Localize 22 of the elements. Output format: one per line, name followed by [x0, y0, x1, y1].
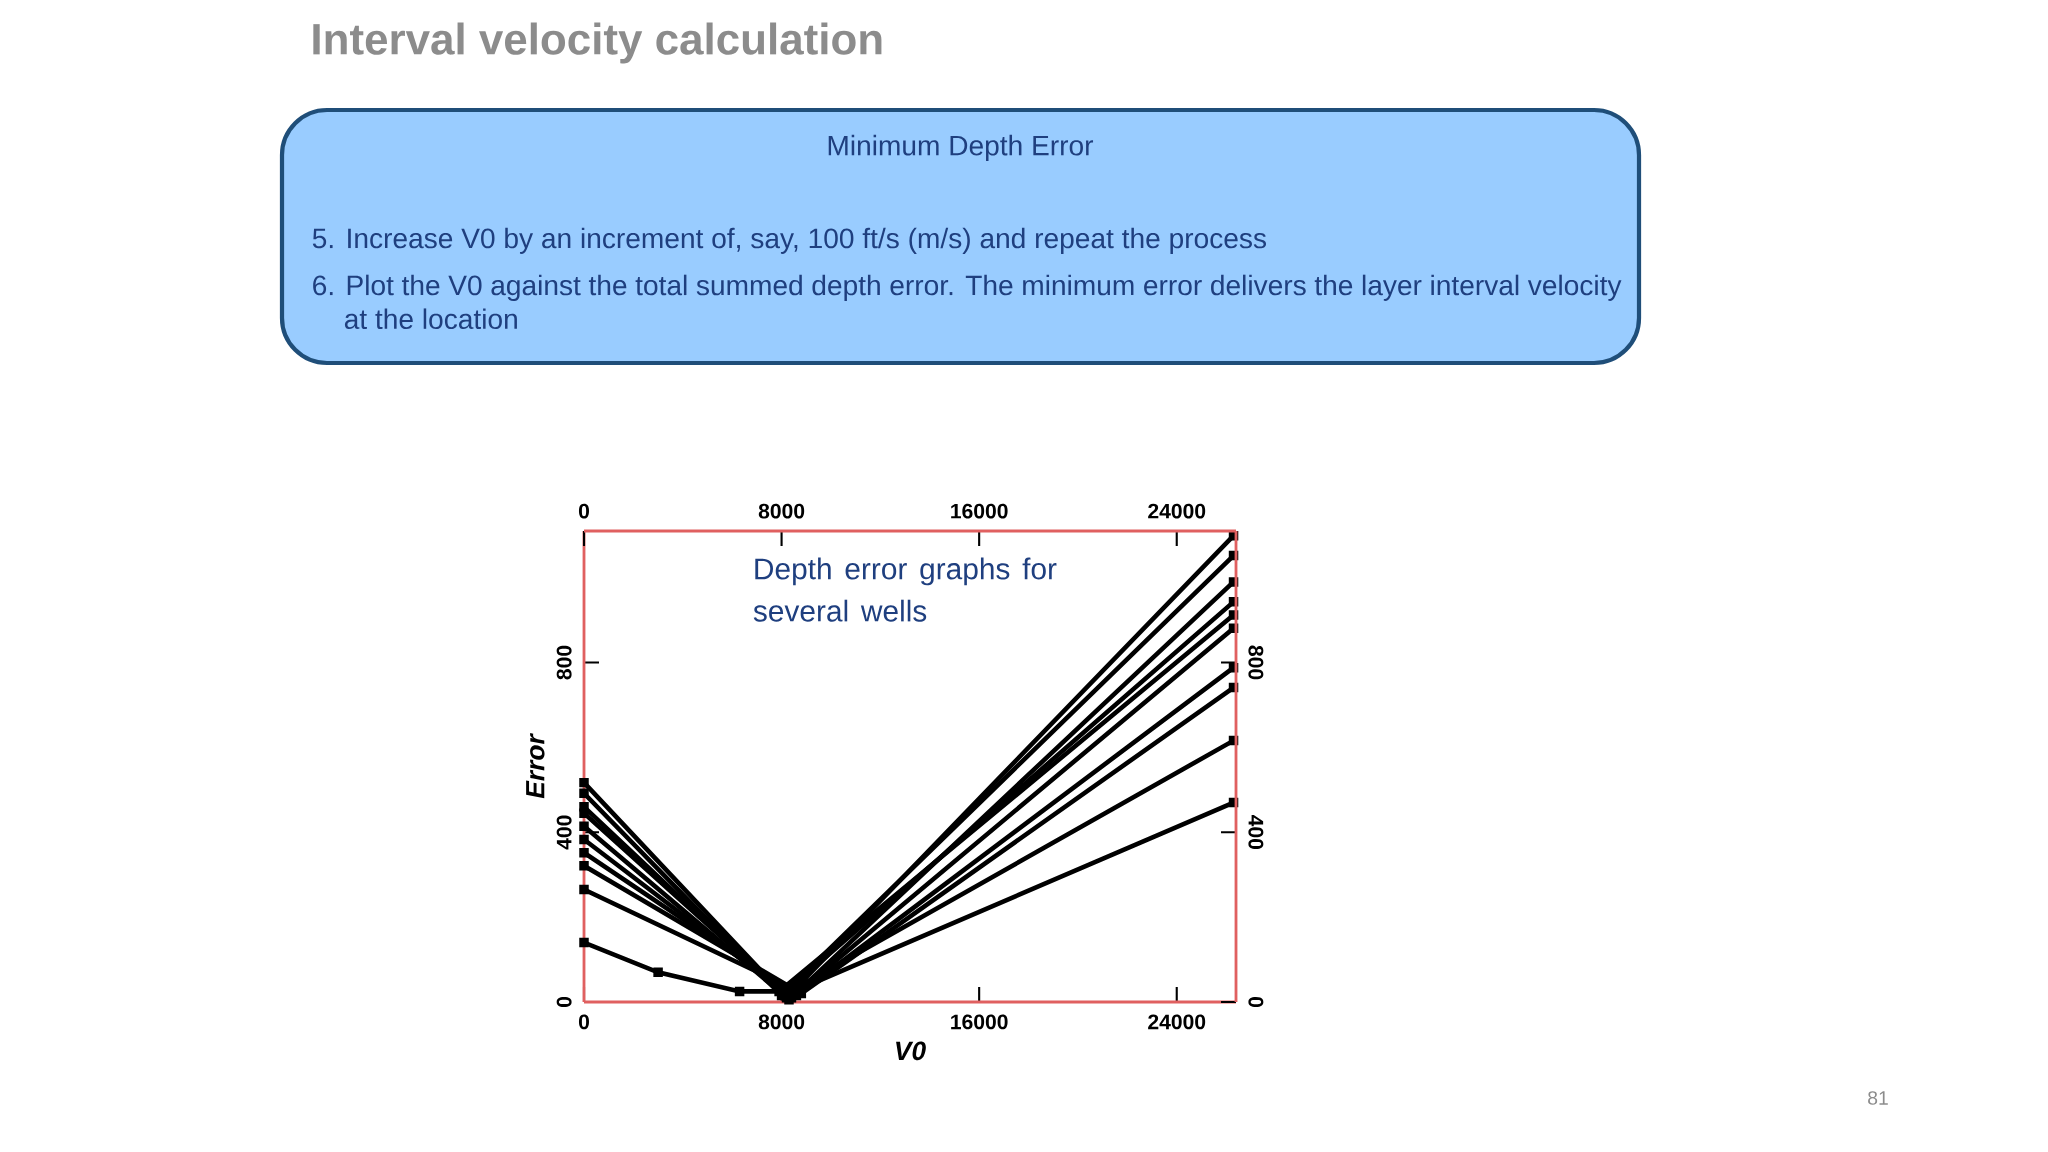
x2-tick-label: 0	[578, 1014, 589, 1030]
text: 6. Plot the V0 against the total summed depth error. The minimum error delivers the layer interval velocity at the location	[313, 274, 1622, 330]
text: 81	[1868, 1091, 1888, 1105]
annotation: Depth error graphs for several wells	[753, 557, 1057, 622]
x-tick-label: 8000	[758, 503, 805, 519]
y-tick-label: 400	[556, 815, 572, 850]
y-tick-label: 0	[556, 997, 572, 1008]
y2-tick-label: 800	[1248, 645, 1264, 680]
y-tick-label: 800	[556, 645, 572, 680]
x2-tick-label: 8000	[758, 1014, 805, 1030]
chart-title: Interval velocity calculation	[313, 22, 882, 64]
chart-subtitle: Minimum Depth Error	[828, 134, 1094, 162]
x-tick-label: 24000	[1148, 503, 1206, 519]
x-axis-title: V0	[896, 1041, 926, 1061]
text: 5. Increase V0 by an increment of, say, 100 ft/s (m/s) and repeat the process	[312, 227, 1267, 254]
x2-tick-label: 24000	[1148, 1014, 1206, 1030]
x-tick-label: 0	[578, 503, 589, 519]
y2-tick-label: 400	[1248, 815, 1264, 849]
y-axis-title: Error	[526, 733, 545, 799]
x-tick-label: 16000	[951, 503, 1008, 519]
x2-tick-label: 16000	[951, 1014, 1008, 1030]
y2-tick-label: 0	[1248, 996, 1264, 1007]
